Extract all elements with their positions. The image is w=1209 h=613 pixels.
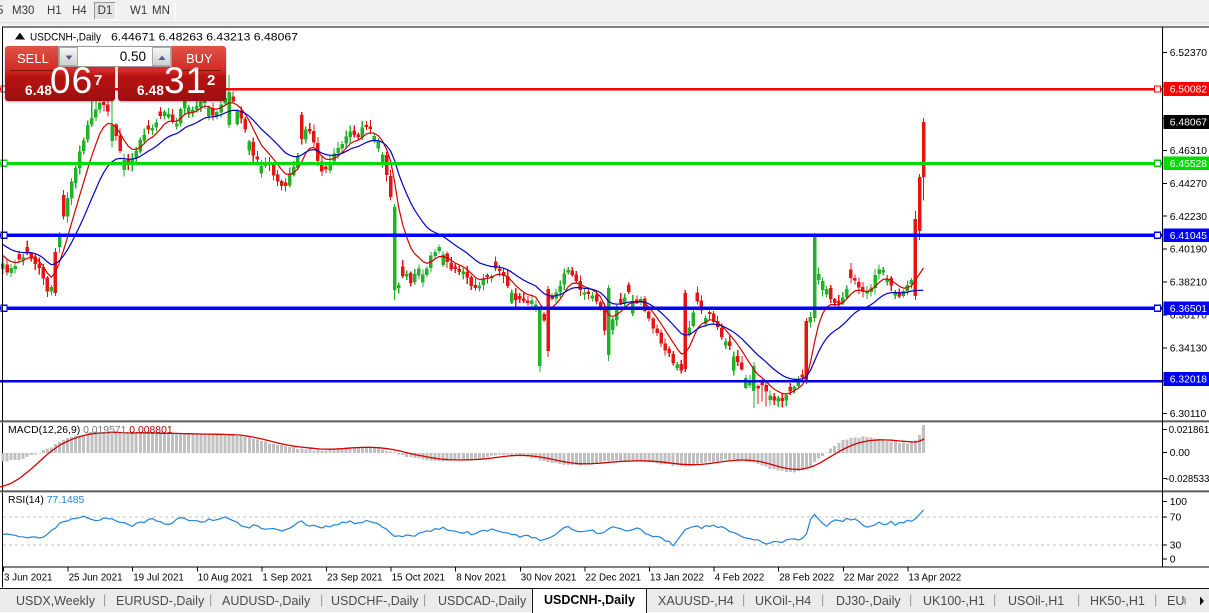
svg-text:6.32018: 6.32018	[1170, 375, 1207, 386]
svg-text:6.30110: 6.30110	[1170, 409, 1207, 420]
svg-text:22 Mar 2022: 22 Mar 2022	[844, 573, 899, 584]
svg-text:0.021861: 0.021861	[1169, 425, 1209, 436]
svg-text:-0.028533: -0.028533	[1166, 474, 1209, 485]
svg-text:0: 0	[1170, 555, 1176, 566]
svg-text:6.41045: 6.41045	[1170, 231, 1207, 242]
svg-text:0.00: 0.00	[1170, 448, 1190, 459]
svg-text:4 Feb 2022: 4 Feb 2022	[715, 573, 765, 584]
svg-text:6.45528: 6.45528	[1170, 159, 1207, 170]
svg-text:6.40190: 6.40190	[1170, 245, 1207, 256]
svg-text:70: 70	[1170, 513, 1182, 524]
svg-text:15 Oct 2021: 15 Oct 2021	[392, 573, 445, 584]
svg-text:23 Sep 2021: 23 Sep 2021	[327, 573, 383, 584]
svg-text:3 Jun 2021: 3 Jun 2021	[4, 573, 52, 584]
svg-text:19 Jul 2021: 19 Jul 2021	[133, 573, 184, 584]
svg-text:6.42230: 6.42230	[1170, 212, 1207, 223]
svg-text:MACD(12,26,9) 0.019571 0.00880: MACD(12,26,9) 0.019571 0.008801	[8, 425, 173, 436]
svg-text:USDCNH-,Daily: USDCNH-,Daily	[30, 32, 101, 44]
svg-text:6.46310: 6.46310	[1170, 146, 1207, 157]
svg-text:6.44671 6.48263 6.43213 6.4806: 6.44671 6.48263 6.43213 6.48067	[111, 32, 298, 44]
svg-text:6.44270: 6.44270	[1170, 179, 1207, 190]
svg-text:6.34130: 6.34130	[1170, 343, 1207, 354]
svg-text:13 Apr 2022: 13 Apr 2022	[908, 573, 961, 584]
svg-text:22 Dec 2021: 22 Dec 2021	[585, 573, 641, 584]
svg-text:1 Sep 2021: 1 Sep 2021	[262, 573, 312, 584]
svg-text:RSI(14) 77.1485: RSI(14) 77.1485	[8, 495, 84, 506]
svg-text:100: 100	[1170, 497, 1187, 508]
svg-text:13 Jan 2022: 13 Jan 2022	[650, 573, 704, 584]
svg-text:30 Nov 2021: 30 Nov 2021	[521, 573, 577, 584]
svg-text:8 Nov 2021: 8 Nov 2021	[456, 573, 506, 584]
svg-text:6.36501: 6.36501	[1170, 304, 1207, 315]
svg-text:28 Feb 2022: 28 Feb 2022	[779, 573, 834, 584]
svg-text:6.50082: 6.50082	[1170, 85, 1207, 96]
svg-text:6.52370: 6.52370	[1170, 48, 1207, 59]
svg-text:10 Aug 2021: 10 Aug 2021	[198, 573, 253, 584]
svg-text:25 Jun 2021: 25 Jun 2021	[69, 573, 123, 584]
svg-text:6.38210: 6.38210	[1170, 278, 1207, 289]
svg-text:30: 30	[1170, 541, 1182, 552]
svg-text:6.48067: 6.48067	[1170, 118, 1207, 129]
